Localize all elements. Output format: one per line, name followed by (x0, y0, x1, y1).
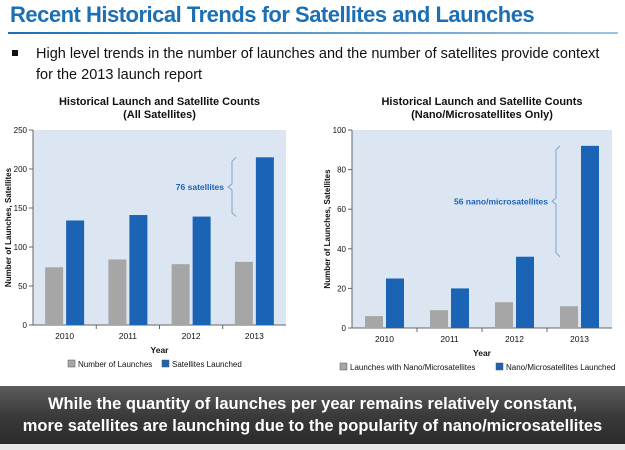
right-y-tick-label: 80 (337, 166, 346, 175)
right-x-tick-label-2013: 2013 (570, 334, 589, 344)
left-y-tick-label: 0 (23, 321, 28, 330)
bullet-square-icon (12, 50, 18, 56)
left-chart-title: Historical Launch and Satellite Counts (59, 96, 260, 108)
right-bar-launches-2011 (430, 310, 448, 328)
right-x-tick-label-2012: 2012 (505, 334, 524, 344)
left-legend-swatch-1 (161, 359, 170, 368)
right-bar-satellites-2011 (451, 288, 469, 328)
left-y-tick-label: 150 (14, 204, 28, 213)
right-bar-launches-2012 (495, 302, 513, 328)
right-chart-title: Historical Launch and Satellite Counts (381, 96, 582, 108)
right-chart-subtitle: (Nano/Microsatellites Only) (411, 109, 553, 121)
left-y-tick-label: 100 (14, 243, 28, 252)
right-bar-satellites-2010 (386, 278, 404, 328)
right-x-tick-label-2010: 2010 (375, 334, 394, 344)
footer-strip (0, 444, 625, 450)
right-bar-launches-2010 (365, 316, 383, 328)
left-y-tick-label: 250 (14, 126, 28, 135)
page-title: Recent Historical Trends for Satellites … (10, 2, 535, 27)
left-legend-swatch-0 (67, 359, 76, 368)
left-bar-satellites-2012 (192, 216, 211, 325)
left-y-axis-label: Number of Launches, Satellites (4, 167, 13, 287)
right-y-axis-label: Number of Launches, Satellites (323, 169, 332, 289)
left-bar-launches-2011 (108, 259, 127, 325)
right-annotation-bracket (551, 145, 561, 258)
title-divider (8, 32, 618, 34)
right-legend-swatch-1 (495, 362, 504, 371)
left-x-tick-label-2013: 2013 (245, 331, 264, 341)
bullet-text: High level trends in the number of launc… (36, 46, 600, 83)
right-y-tick-label: 60 (337, 205, 346, 214)
left-bar-satellites-2010 (66, 220, 85, 325)
left-x-tick-label-2011: 2011 (119, 331, 138, 341)
left-bar-satellites-2013 (255, 157, 274, 325)
chart-nano-microsatellites: Historical Launch and Satellite Counts (N… (314, 92, 625, 377)
right-y-tick-label: 20 (337, 284, 346, 293)
right-y-tick-label: 40 (337, 245, 346, 254)
left-x-tick-label-2010: 2010 (55, 331, 74, 341)
left-bar-satellites-2011 (129, 215, 148, 325)
left-annotation-bracket (227, 156, 237, 217)
left-bar-launches-2013 (234, 261, 253, 325)
right-x-tick-label-2011: 2011 (440, 334, 459, 344)
left-y-tick-label: 200 (14, 165, 28, 174)
right-legend-label-1: Nano/Microsatellites Launched (506, 363, 615, 372)
right-bar-satellites-2012 (516, 256, 534, 328)
left-x-axis-label: Year (151, 345, 170, 355)
bullet-point: High level trends in the number of launc… (12, 44, 612, 86)
right-annotation-label: 56 nano/microsatellites (454, 196, 548, 206)
left-x-tick-label-2012: 2012 (182, 331, 201, 341)
conclusion-banner: While the quantity of launches per year … (0, 386, 625, 444)
right-x-axis-label: Year (473, 348, 492, 358)
right-bar-launches-2013 (560, 306, 578, 328)
left-legend-label-1: Satellites Launched (172, 360, 242, 369)
right-legend-label-0: Launches with Nano/Microsatellites (350, 363, 475, 372)
left-legend-label-0: Number of Launches (78, 360, 152, 369)
right-bar-satellites-2013 (581, 145, 599, 328)
chart-all-satellites: Historical Launch and Satellite Counts (A… (0, 92, 300, 377)
banner-line-2: more satellites are launching due to the… (22, 417, 603, 435)
left-chart-subtitle: (All Satellites) (123, 109, 196, 121)
left-bar-launches-2012 (171, 264, 190, 325)
chart-all-satellites-svg: Historical Launch and Satellite Counts(A… (4, 96, 286, 369)
left-y-tick-label: 50 (18, 282, 27, 291)
chart-nano-microsatellites-svg: Historical Launch and Satellite Counts(N… (323, 96, 615, 372)
left-annotation-label: 76 satellites (176, 182, 224, 192)
left-bar-launches-2010 (45, 267, 64, 325)
right-y-tick-label: 100 (333, 126, 347, 135)
right-legend-swatch-0 (339, 362, 348, 371)
right-y-tick-label: 0 (342, 324, 347, 333)
banner-line-1: While the quantity of launches per year … (47, 395, 578, 413)
